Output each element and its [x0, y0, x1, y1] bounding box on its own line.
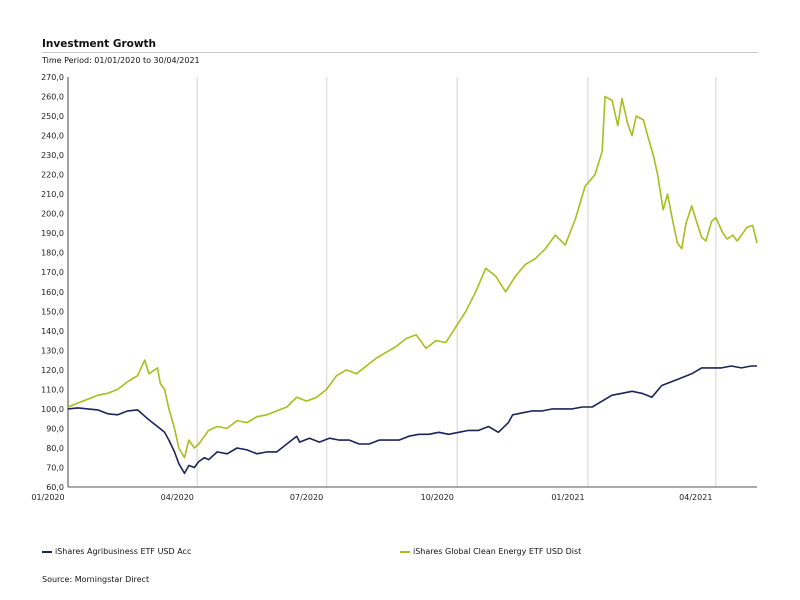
y-tick-label: 200,0 [41, 210, 64, 219]
y-tick-label: 150,0 [41, 307, 64, 316]
time-period-label: Time Period: 01/01/2020 to 30/04/2021 [42, 56, 200, 65]
legend-swatch-agribusiness [42, 550, 52, 553]
legend-label-clean-energy: iShares Global Clean Energy ETF USD Dist [413, 547, 582, 556]
y-tick-label: 60,0 [46, 483, 64, 492]
legend-item-agribusiness: iShares Agribusiness ETF USD Acc [42, 547, 191, 556]
x-tick-label: 07/2020 [290, 493, 323, 502]
y-tick-label: 190,0 [41, 229, 64, 238]
y-tick-label: 130,0 [41, 346, 64, 355]
x-tick-label: 10/2020 [421, 493, 454, 502]
series-line-agribusiness [67, 365, 757, 475]
x-tick-label: 01/2021 [551, 493, 584, 502]
source-note: Source: Morningstar Direct [42, 575, 150, 584]
y-tick-label: 260,0 [41, 93, 64, 102]
y-tick-label: 120,0 [41, 366, 64, 375]
y-tick-label: 180,0 [41, 249, 64, 258]
x-tick-label: 04/2021 [679, 493, 712, 502]
y-tick-label: 90,0 [46, 424, 64, 433]
y-tick-label: 170,0 [41, 268, 64, 277]
y-tick-label: 240,0 [41, 132, 64, 141]
y-tick-label: 70,0 [46, 463, 64, 472]
y-tick-label: 110,0 [41, 385, 64, 394]
y-tick-label: 80,0 [46, 444, 64, 453]
y-tick-label: 100,0 [41, 405, 64, 414]
y-tick-label: 270,0 [41, 73, 64, 82]
title-divider [42, 52, 758, 53]
y-tick-label: 140,0 [41, 327, 64, 336]
y-tick-label: 210,0 [41, 190, 64, 199]
legend-swatch-clean-energy [400, 550, 410, 553]
x-tick-label: 04/2020 [161, 493, 194, 502]
x-tick-label: 01/2020 [31, 493, 64, 502]
y-tick-label: 230,0 [41, 151, 64, 160]
y-tick-label: 220,0 [41, 171, 64, 180]
y-tick-label: 160,0 [41, 288, 64, 297]
legend-item-clean-energy: iShares Global Clean Energy ETF USD Dist [400, 547, 581, 556]
y-tick-label: 250,0 [41, 112, 64, 121]
chart-title: Investment Growth [42, 38, 157, 50]
series-line-clean-energy [67, 95, 758, 459]
legend-label-agribusiness: iShares Agribusiness ETF USD Acc [55, 547, 192, 556]
